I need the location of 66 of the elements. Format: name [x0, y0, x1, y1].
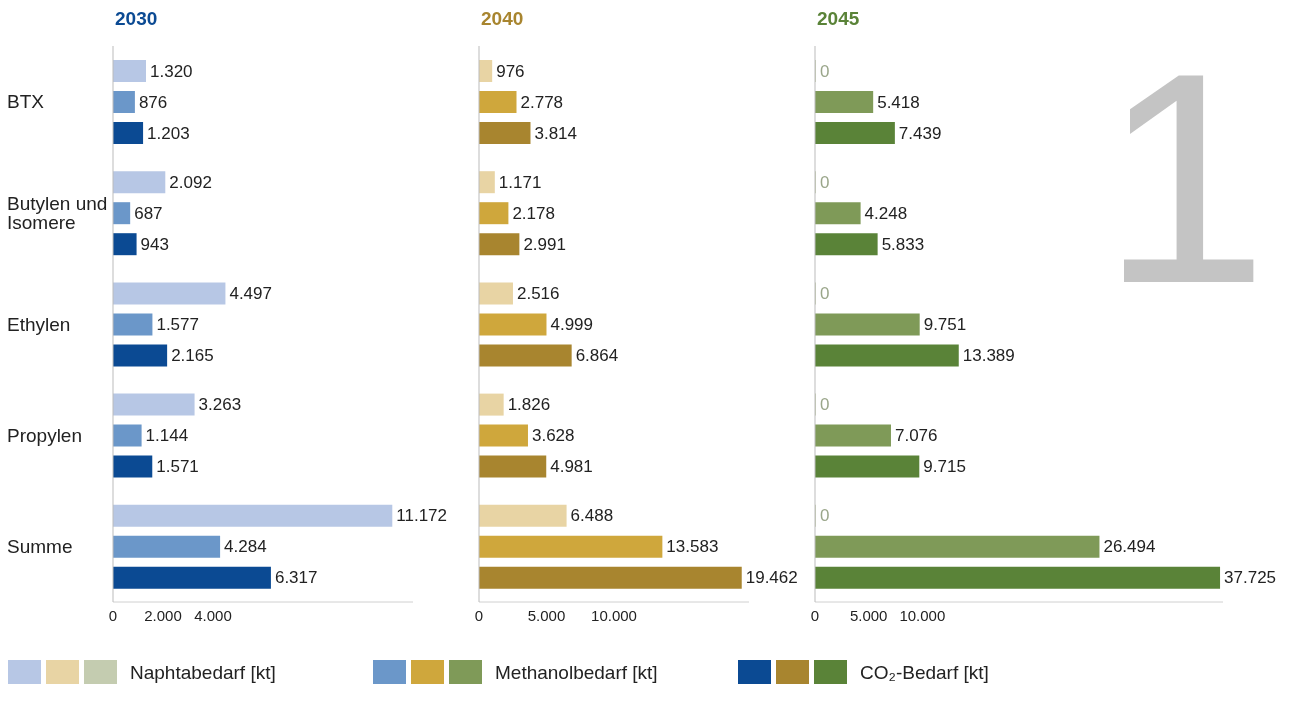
x-tick-label: 0	[474, 606, 484, 624]
data-label: 2.778	[520, 92, 564, 112]
data-label: 2.516	[516, 283, 560, 303]
data-label: 0	[820, 172, 830, 192]
y-tick-label: Butylen und Isomere	[7, 193, 108, 234]
data-label: 6.864	[575, 345, 619, 365]
data-label: 26.494	[1103, 537, 1156, 557]
data-label: 876	[138, 92, 168, 112]
data-label: 2.991	[523, 234, 566, 254]
data-label: 943	[140, 234, 169, 254]
data-label: 4.497	[229, 283, 272, 303]
x-tick-label: 0	[108, 606, 118, 624]
data-label: 11.172	[396, 506, 448, 526]
data-label: 0	[820, 506, 830, 526]
data-label: 3.263	[198, 395, 242, 415]
data-label: 4.248	[864, 203, 908, 223]
data-label: 1.826	[507, 395, 551, 415]
data-label: 7.076	[894, 426, 938, 446]
y-tick-label: Summe	[7, 536, 73, 558]
data-label: 3.814	[534, 123, 578, 143]
chart-title: 2045	[817, 8, 860, 29]
data-label: 19.462	[745, 568, 798, 588]
data-label: 7.439	[898, 123, 942, 143]
data-label: 1.144	[145, 426, 189, 446]
data-label: 2.092	[169, 172, 212, 192]
x-tick-label: 10.000	[899, 606, 946, 624]
chart-title: 2040	[480, 8, 525, 31]
data-label: 4.999	[550, 314, 594, 334]
legend-label: Naphtabedarf [kt]	[130, 661, 276, 683]
legend-label: Methanolbedarf [kt]	[495, 661, 658, 683]
chart-title: 2030	[114, 8, 159, 31]
data-label: 0	[820, 395, 830, 415]
x-tick-label: 10.000	[591, 606, 637, 624]
annotation: 1	[1101, 10, 1268, 346]
data-label: 976	[496, 61, 525, 81]
y-tick-label: Propylen	[7, 424, 82, 446]
data-label: 1.577	[156, 314, 199, 334]
data-label: 6.488	[570, 506, 614, 526]
data-label: 3.628	[531, 426, 575, 446]
data-label: 13.583	[666, 537, 719, 557]
data-label: 2.165	[171, 345, 214, 365]
data-label: 1.203	[147, 123, 190, 143]
data-label: 687	[134, 203, 163, 223]
x-tick-label: 5.000	[527, 606, 566, 624]
data-label: 1.320	[150, 61, 193, 81]
data-label: 5.833	[881, 234, 925, 254]
data-label: 4.284	[224, 537, 267, 557]
x-tick-label: 2.000	[144, 606, 182, 624]
data-label: 9.751	[923, 314, 967, 334]
x-tick-label: 5.000	[849, 606, 888, 624]
data-label: 37.725	[1224, 568, 1277, 588]
data-label: 2.178	[512, 203, 555, 223]
data-label: 1.571	[156, 457, 199, 477]
y-tick-label: BTX	[7, 91, 45, 113]
data-label: 9.715	[923, 457, 966, 477]
data-label: 0	[820, 61, 830, 81]
data-label: 6.317	[274, 568, 318, 588]
data-label: 13.389	[962, 345, 1015, 365]
data-label: 4.981	[550, 457, 593, 477]
data-label: 1.171	[498, 172, 542, 192]
x-tick-label: 4.000	[194, 606, 232, 624]
y-tick-label: Ethylen	[7, 313, 71, 335]
x-tick-label: 0	[810, 606, 820, 624]
data-label: 5.418	[877, 92, 920, 112]
legend-label: CO₂-Bedarf [kt]	[860, 661, 989, 683]
data-label: 0	[820, 283, 830, 303]
